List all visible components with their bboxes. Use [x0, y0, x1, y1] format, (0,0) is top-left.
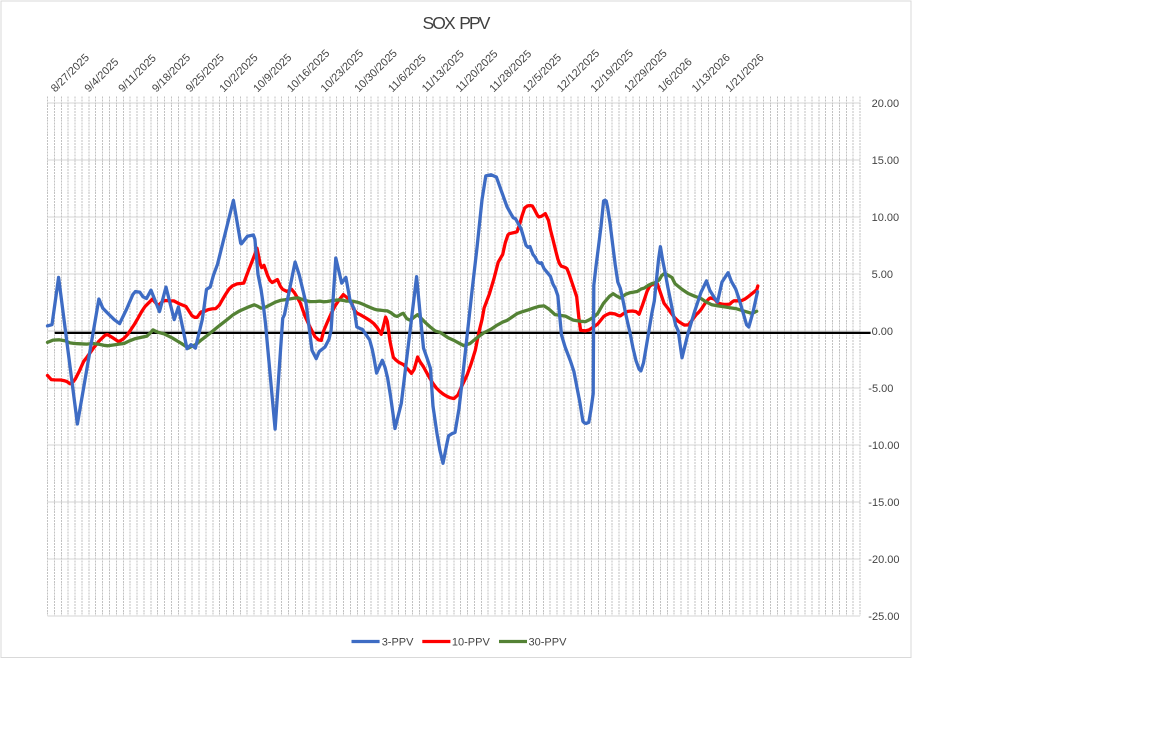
svg-text:-20.00: -20.00: [868, 554, 899, 566]
svg-text:20.00: 20.00: [872, 98, 900, 110]
svg-text:5.00: 5.00: [872, 269, 893, 281]
svg-text:-15.00: -15.00: [868, 497, 899, 509]
svg-text:30-PPV: 30-PPV: [529, 636, 568, 648]
svg-text:10-PPV: 10-PPV: [452, 636, 491, 648]
svg-text:10.00: 10.00: [872, 212, 900, 224]
svg-text:-10.00: -10.00: [868, 440, 899, 452]
svg-text:3-PPV: 3-PPV: [382, 636, 414, 648]
svg-text:SOX PPV: SOX PPV: [422, 13, 490, 33]
svg-text:15.00: 15.00: [872, 155, 900, 167]
svg-text:0.00: 0.00: [872, 326, 893, 338]
svg-text:-5.00: -5.00: [868, 383, 893, 395]
svg-text:-25.00: -25.00: [868, 611, 899, 623]
